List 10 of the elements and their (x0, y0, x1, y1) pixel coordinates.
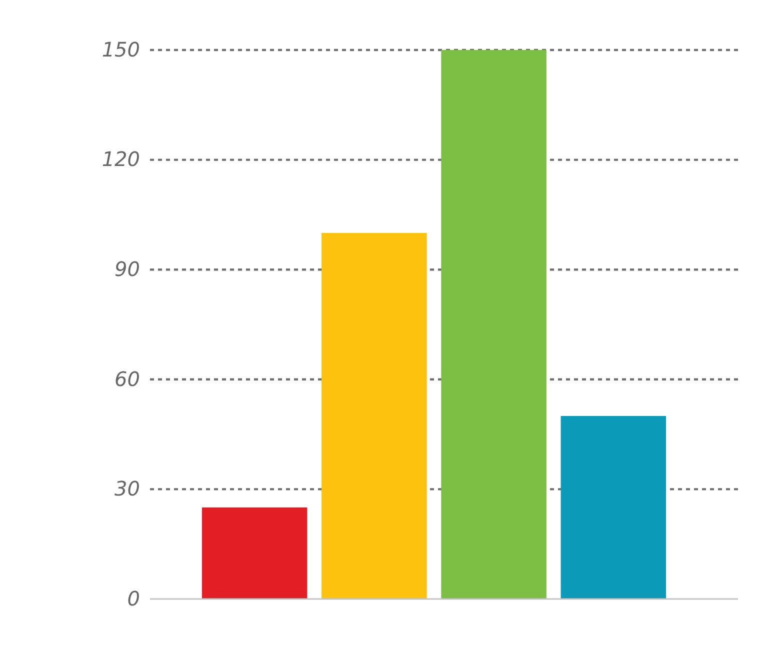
y-tick-label: 0 (127, 586, 140, 610)
y-tick-label: 120 (102, 147, 140, 172)
bar (441, 50, 546, 599)
y-tick-label: 30 (114, 476, 140, 501)
bar (322, 233, 427, 599)
y-tick-label: 150 (102, 37, 140, 62)
bar (560, 416, 666, 599)
bar (202, 508, 308, 599)
y-tick-label: 60 (114, 366, 140, 391)
y-tick-label: 90 (114, 257, 140, 281)
